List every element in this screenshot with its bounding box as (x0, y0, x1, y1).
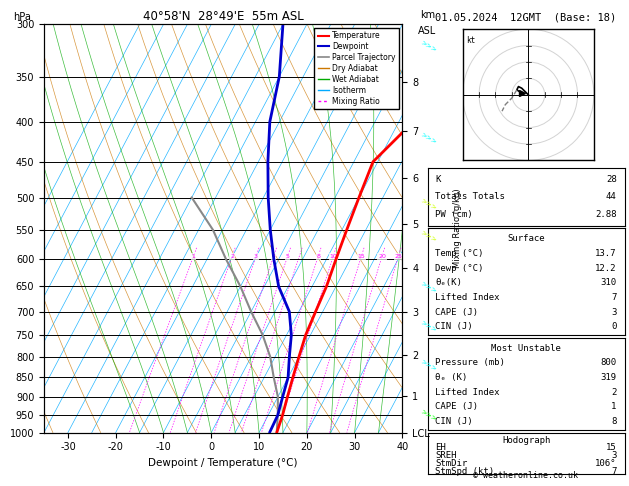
Text: Temp (°C): Temp (°C) (435, 249, 484, 258)
Text: 3: 3 (254, 254, 258, 259)
Text: kt: kt (466, 35, 476, 45)
Text: 5: 5 (286, 254, 289, 259)
Text: θₑ(K): θₑ(K) (435, 278, 462, 287)
Text: 15: 15 (357, 254, 365, 259)
Text: Totals Totals: Totals Totals (435, 192, 505, 201)
Text: Hodograph: Hodograph (502, 435, 550, 445)
Text: 13.7: 13.7 (595, 249, 616, 258)
Text: >>>: >>> (420, 279, 438, 294)
Text: 1: 1 (191, 254, 196, 259)
Text: 3: 3 (611, 308, 616, 316)
Text: ASL: ASL (418, 26, 437, 36)
Text: 20: 20 (378, 254, 386, 259)
Text: 800: 800 (601, 358, 616, 367)
Text: Dewp (°C): Dewp (°C) (435, 263, 484, 273)
Text: 1: 1 (611, 402, 616, 411)
Text: 7: 7 (611, 293, 616, 302)
Text: 310: 310 (601, 278, 616, 287)
Text: © weatheronline.co.uk: © weatheronline.co.uk (472, 471, 577, 480)
Text: K: K (435, 175, 441, 184)
Text: 2: 2 (230, 254, 234, 259)
Text: 106°: 106° (595, 459, 616, 468)
Text: 4: 4 (272, 254, 276, 259)
Text: 7: 7 (611, 467, 616, 476)
Text: StmDir: StmDir (435, 459, 468, 468)
Text: 2.88: 2.88 (595, 210, 616, 219)
Text: 25: 25 (394, 254, 403, 259)
Text: 15: 15 (606, 443, 616, 452)
Text: Mixing Ratio (g/kg): Mixing Ratio (g/kg) (453, 189, 462, 268)
Text: EH: EH (435, 443, 446, 452)
Text: 12.2: 12.2 (595, 263, 616, 273)
Text: 8: 8 (316, 254, 320, 259)
Text: >>>: >>> (420, 39, 438, 53)
Text: θₑ (K): θₑ (K) (435, 373, 468, 382)
Text: CAPE (J): CAPE (J) (435, 308, 479, 316)
Text: 10: 10 (330, 254, 337, 259)
Text: >>>: >>> (420, 408, 438, 422)
Text: PW (cm): PW (cm) (435, 210, 473, 219)
Text: 0: 0 (611, 322, 616, 331)
Text: Pressure (mb): Pressure (mb) (435, 358, 505, 367)
Text: >>>: >>> (420, 358, 438, 372)
Text: Lifted Index: Lifted Index (435, 388, 500, 397)
Text: Surface: Surface (507, 234, 545, 243)
Text: 3: 3 (611, 451, 616, 460)
Text: >>>: >>> (420, 319, 438, 333)
Legend: Temperature, Dewpoint, Parcel Trajectory, Dry Adiabat, Wet Adiabat, Isotherm, Mi: Temperature, Dewpoint, Parcel Trajectory… (314, 28, 399, 109)
Text: >>>: >>> (420, 229, 438, 243)
Text: 8: 8 (611, 417, 616, 426)
Text: CAPE (J): CAPE (J) (435, 402, 479, 411)
Text: StmSpd (kt): StmSpd (kt) (435, 467, 494, 476)
Text: SREH: SREH (435, 451, 457, 460)
Text: 01.05.2024  12GMT  (Base: 18): 01.05.2024 12GMT (Base: 18) (435, 12, 616, 22)
X-axis label: Dewpoint / Temperature (°C): Dewpoint / Temperature (°C) (148, 458, 298, 468)
Text: CIN (J): CIN (J) (435, 322, 473, 331)
Text: 2: 2 (611, 388, 616, 397)
Text: CIN (J): CIN (J) (435, 417, 473, 426)
Text: km: km (420, 10, 435, 20)
Text: 28: 28 (606, 175, 616, 184)
Title: 40°58'N  28°49'E  55m ASL: 40°58'N 28°49'E 55m ASL (143, 10, 304, 23)
Text: >>>: >>> (420, 197, 438, 211)
Text: Most Unstable: Most Unstable (491, 344, 561, 353)
Text: 319: 319 (601, 373, 616, 382)
Text: 44: 44 (606, 192, 616, 201)
Text: >>>: >>> (420, 131, 438, 145)
Text: Lifted Index: Lifted Index (435, 293, 500, 302)
Text: hPa: hPa (14, 12, 31, 22)
